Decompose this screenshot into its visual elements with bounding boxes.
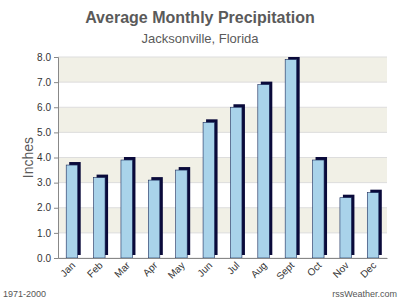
y-tick-mark: [54, 57, 58, 58]
bars: [66, 57, 382, 258]
y-tick-label: 5.0: [37, 127, 51, 138]
y-tick-mark: [54, 258, 58, 259]
y-tick: 8.0: [37, 52, 58, 63]
bar: [313, 160, 324, 258]
x-tick-label: Oct: [305, 259, 324, 278]
bar: [258, 85, 269, 258]
x-tick: Apr: [141, 258, 160, 278]
subtitle: Jacksonville, Florida: [141, 31, 259, 46]
x-tick-label: May: [166, 260, 187, 281]
x-tick-label: Nov: [331, 260, 351, 280]
bar: [285, 60, 296, 258]
grid-line: [58, 82, 387, 83]
title: Average Monthly Precipitation: [85, 9, 315, 26]
x-tick-label: Feb: [85, 259, 105, 279]
annotation: 1971-2000: [3, 289, 46, 299]
x-tick: Feb: [85, 258, 105, 280]
y-tick-mark: [54, 183, 58, 184]
y-axis: 0.0 1.0 2.0 3.0 4.0 5.0 6.0 7.0 8.0: [37, 52, 58, 264]
grid-line: [58, 157, 387, 158]
x-tick: Jan: [58, 258, 77, 279]
x-tick-label: Jun: [195, 260, 214, 279]
y-tick-label: 3.0: [37, 177, 51, 188]
grid-band: [58, 107, 387, 132]
grid-line: [58, 258, 387, 259]
grid-band: [58, 57, 387, 82]
bar: [230, 107, 241, 258]
x-tick: Mar: [112, 258, 132, 280]
y-tick: 5.0: [37, 127, 58, 138]
x-tick: Jun: [195, 258, 214, 279]
x-tick-label: Mar: [112, 259, 132, 279]
bar: [121, 160, 132, 258]
grid-line: [58, 132, 387, 133]
y-axis-line: [54, 58, 59, 259]
grid: [58, 57, 387, 258]
y-tick-label: 2.0: [37, 202, 51, 213]
y-tick-mark: [54, 132, 58, 133]
bar: [148, 180, 159, 258]
x-tick: May: [166, 258, 187, 281]
y-tick: 3.0: [37, 177, 58, 188]
x-tick: Dec: [358, 258, 378, 280]
y-tick-mark: [54, 158, 58, 159]
y-tick: 0.0: [37, 253, 58, 264]
grid-line: [58, 107, 387, 108]
x-tick-label: Jul: [225, 260, 242, 277]
y-tick-label: 1.0: [37, 228, 51, 239]
y-tick-label: 0.0: [37, 253, 51, 264]
y-tick-label: 7.0: [37, 77, 51, 88]
x-tick: Sept: [274, 258, 296, 282]
y-tick: 1.0: [37, 228, 58, 239]
x-tick-label: Aug: [249, 260, 269, 280]
x-tick: Jul: [225, 258, 242, 276]
y-tick: 2.0: [37, 202, 58, 213]
bar: [203, 122, 214, 258]
x-tick-label: Apr: [141, 259, 160, 278]
annotation: rssWeather.com: [332, 289, 397, 299]
y-tick-mark: [54, 233, 58, 234]
x-tick: Aug: [249, 258, 269, 280]
y-tick: 4.0: [37, 152, 58, 163]
x-axis: Jan Feb Mar Apr May Jun Jul AugSept Oct Nov Dec: [58, 258, 387, 282]
y-tick: 7.0: [37, 77, 58, 88]
chart: Average Monthly Precipitation Jacksonvill…: [0, 0, 400, 300]
x-tick-label: Dec: [358, 260, 378, 280]
y-tick-mark: [54, 82, 58, 83]
bar: [66, 165, 77, 258]
x-tick-label: Jan: [58, 260, 77, 279]
x-tick: Nov: [331, 258, 351, 280]
y-tick-label: 4.0: [37, 152, 51, 163]
y-tick-label: 8.0: [37, 52, 51, 63]
y-tick-label: 6.0: [37, 102, 51, 113]
x-tick-label: Sept: [274, 259, 296, 281]
y-tick-mark: [54, 208, 58, 209]
y-tick-mark: [54, 107, 58, 108]
bar: [94, 178, 105, 258]
bar: [176, 170, 187, 258]
grid-line: [58, 57, 387, 58]
y-tick: 6.0: [37, 102, 58, 113]
y-axis-title: Inches: [20, 137, 36, 178]
bar: [367, 193, 378, 258]
bar: [340, 198, 351, 258]
x-tick: Oct: [305, 258, 324, 278]
x-axis-line: [59, 258, 388, 259]
